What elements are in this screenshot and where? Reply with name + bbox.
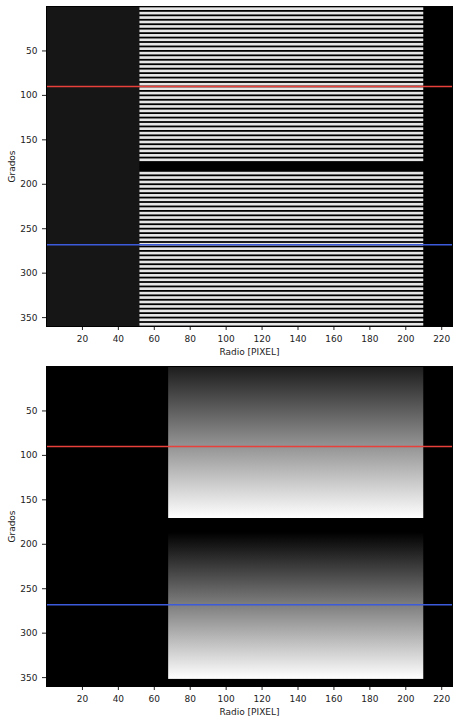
svg-text:20: 20 bbox=[77, 694, 89, 704]
svg-text:160: 160 bbox=[325, 334, 342, 344]
svg-text:40: 40 bbox=[113, 694, 125, 704]
svg-text:250: 250 bbox=[20, 584, 37, 594]
svg-text:140: 140 bbox=[289, 694, 306, 704]
svg-text:220: 220 bbox=[433, 694, 450, 704]
svg-text:Grados: Grados bbox=[7, 510, 17, 542]
svg-text:Grados: Grados bbox=[7, 150, 17, 182]
svg-text:100: 100 bbox=[20, 450, 37, 460]
svg-text:120: 120 bbox=[253, 694, 270, 704]
svg-text:300: 300 bbox=[20, 628, 37, 638]
svg-text:140: 140 bbox=[289, 334, 306, 344]
svg-text:120: 120 bbox=[253, 334, 270, 344]
svg-text:80: 80 bbox=[184, 694, 196, 704]
svg-text:150: 150 bbox=[20, 135, 37, 145]
svg-text:200: 200 bbox=[397, 694, 414, 704]
svg-text:60: 60 bbox=[149, 334, 161, 344]
svg-text:250: 250 bbox=[20, 224, 37, 234]
svg-text:80: 80 bbox=[184, 334, 196, 344]
svg-text:100: 100 bbox=[218, 694, 235, 704]
svg-text:100: 100 bbox=[218, 334, 235, 344]
svg-text:Radio [PIXEL]: Radio [PIXEL] bbox=[219, 347, 279, 357]
svg-text:180: 180 bbox=[361, 694, 378, 704]
svg-text:Radio [PIXEL]: Radio [PIXEL] bbox=[219, 707, 279, 717]
svg-text:40: 40 bbox=[113, 334, 125, 344]
svg-text:50: 50 bbox=[26, 406, 38, 416]
svg-text:100: 100 bbox=[20, 90, 37, 100]
svg-text:220: 220 bbox=[433, 334, 450, 344]
svg-text:60: 60 bbox=[149, 694, 161, 704]
svg-text:200: 200 bbox=[20, 179, 37, 189]
svg-text:350: 350 bbox=[20, 312, 37, 322]
svg-text:300: 300 bbox=[20, 268, 37, 278]
svg-text:350: 350 bbox=[20, 672, 37, 682]
svg-text:200: 200 bbox=[20, 539, 37, 549]
svg-text:20: 20 bbox=[77, 334, 89, 344]
svg-text:50: 50 bbox=[26, 46, 38, 56]
svg-text:200: 200 bbox=[397, 334, 414, 344]
svg-text:150: 150 bbox=[20, 495, 37, 505]
svg-text:160: 160 bbox=[325, 694, 342, 704]
svg-text:180: 180 bbox=[361, 334, 378, 344]
